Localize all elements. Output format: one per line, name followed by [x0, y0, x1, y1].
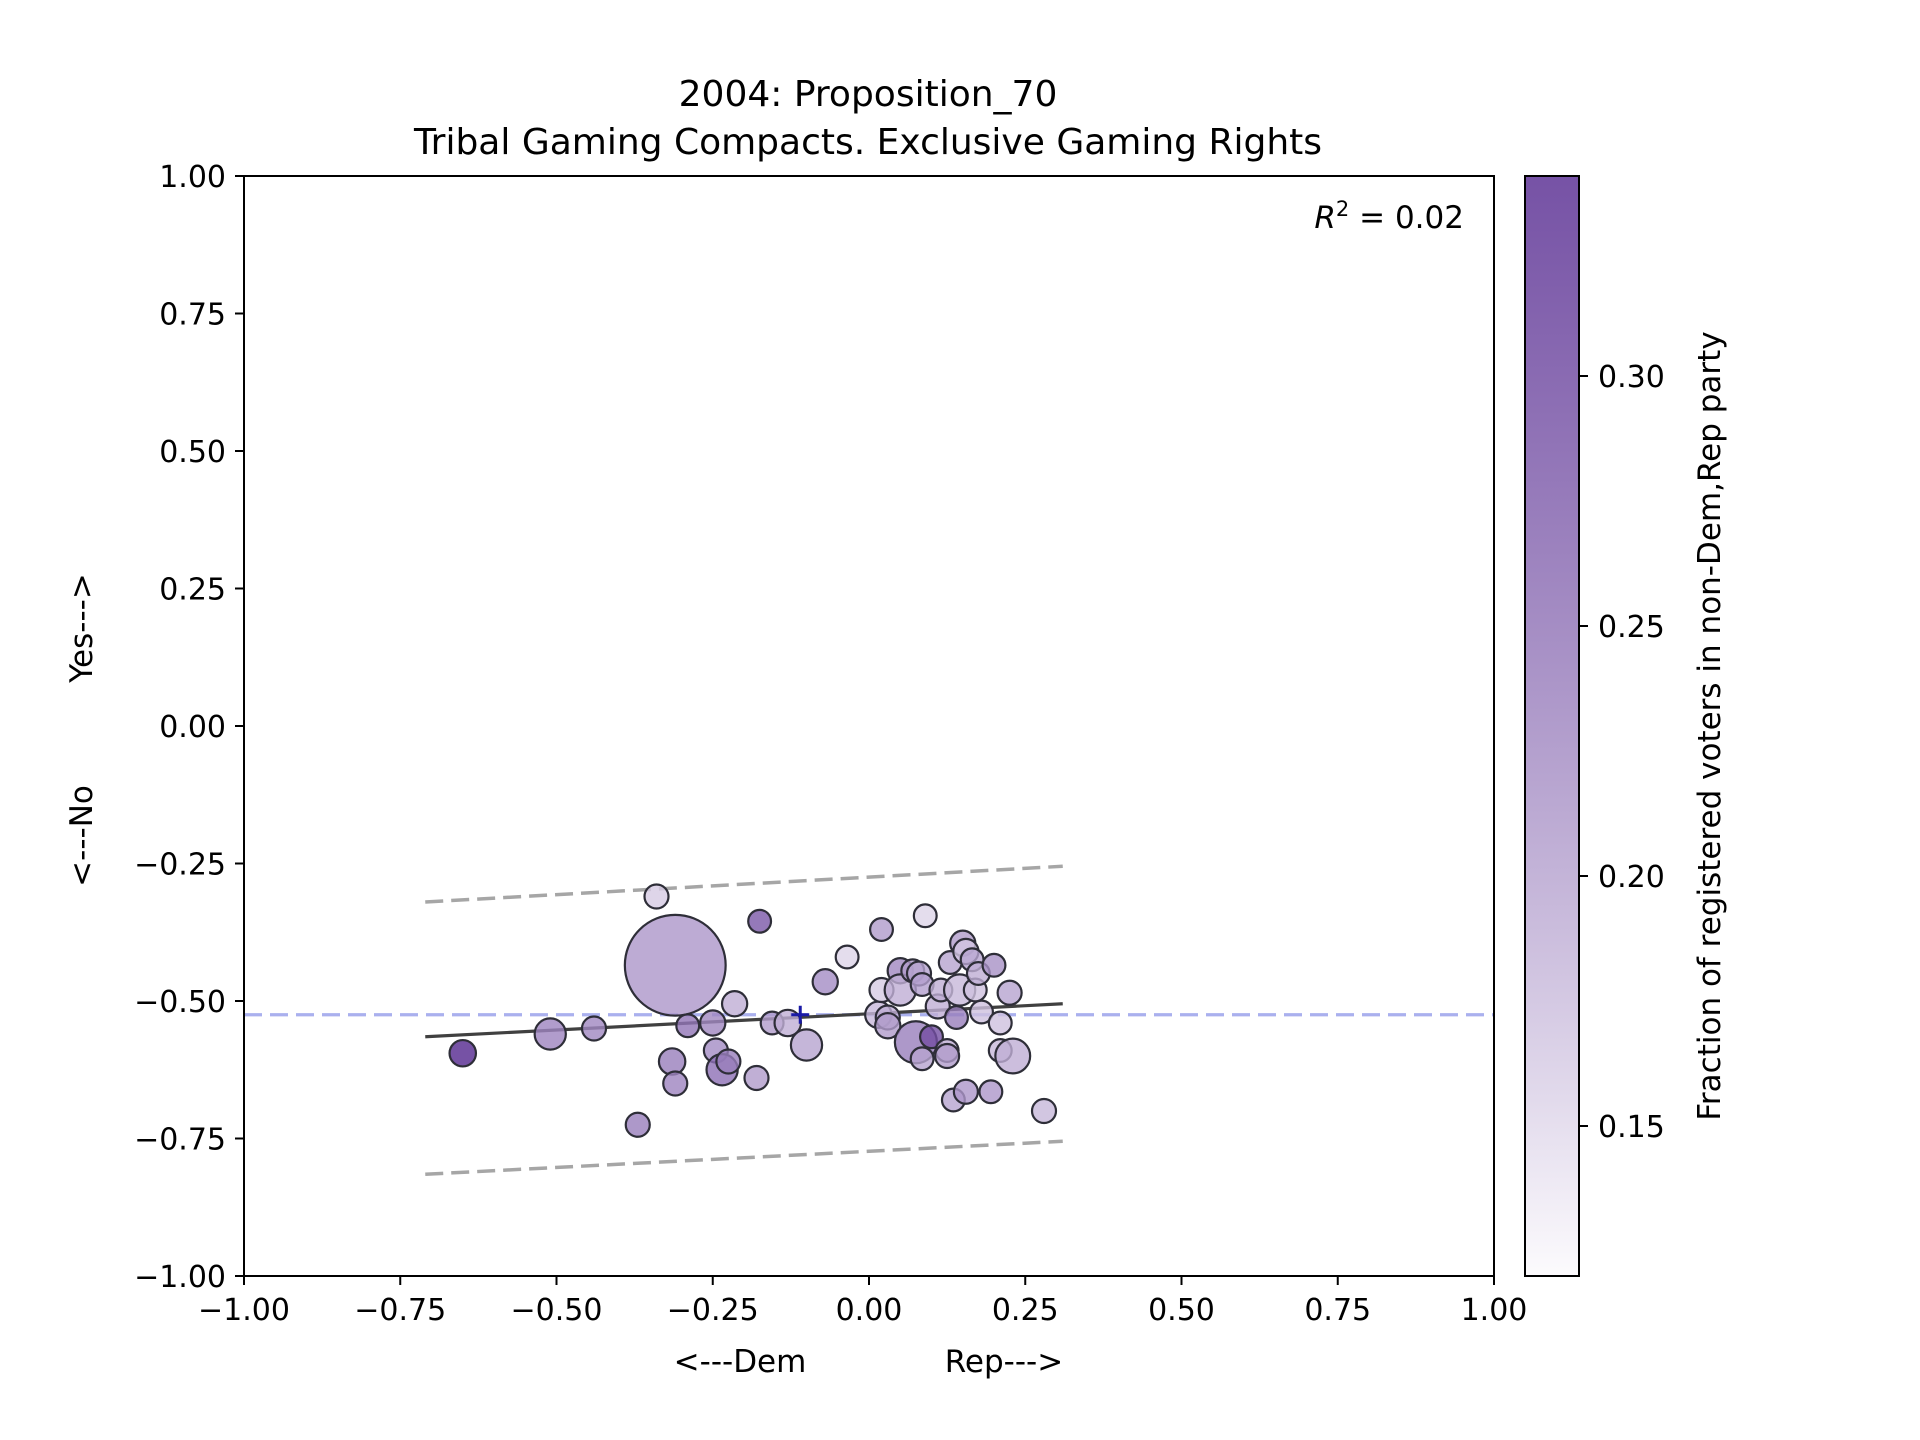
marker-layer: [791, 1005, 810, 1024]
colorbar-tick-label: 0.20: [1598, 860, 1665, 895]
scatter-point: [448, 1038, 478, 1068]
y-axis-label-bottom: <---No: [64, 785, 100, 887]
x-tick-label: 0.25: [992, 1293, 1059, 1328]
scatter-point: [943, 1004, 969, 1030]
scatter-point: [918, 1024, 944, 1050]
x-tick-label: −0.25: [667, 1293, 759, 1328]
y-tick-label: −0.50: [134, 985, 226, 1020]
y-tick-label: 0.25: [159, 573, 226, 608]
y-tick-label: −1.00: [134, 1260, 226, 1295]
scatter-point: [1030, 1097, 1058, 1125]
x-tick-label: 0.75: [1304, 1293, 1371, 1328]
colorbar: [1524, 175, 1580, 1277]
colorbar-tick-label: 0.15: [1598, 1110, 1665, 1145]
x-tick-label: −0.75: [354, 1293, 446, 1328]
x-axis-label-left: <---Dem: [674, 1344, 807, 1380]
x-axis: −1.00 −0.75 −0.50 −0.25 0.00 0.25 0.50 0.75 1.00: [198, 1276, 1527, 1328]
x-tick-label: −1.00: [198, 1293, 290, 1328]
plot-area: [244, 176, 1494, 1276]
x-tick-label: 0.00: [836, 1293, 903, 1328]
scatter-point: [624, 1111, 651, 1138]
y-axis: −1.00 −0.75 −0.50 −0.25 0.00 0.25 0.50 0.75 1.00: [134, 160, 244, 1295]
scatter-point: [834, 944, 860, 970]
scatter-point: [643, 883, 670, 910]
points-layer: [448, 883, 1058, 1138]
scatter-point: [699, 1009, 727, 1037]
colorbar-tick-label: 0.25: [1598, 610, 1665, 645]
scatter-point: [580, 1015, 608, 1042]
chart-subtitle: Tribal Gaming Compacts. Exclusive Gaming…: [413, 122, 1322, 163]
y-axis-label-top: Yes--->: [64, 573, 100, 684]
x-tick-label: −0.50: [511, 1293, 603, 1328]
scatter-point: [747, 908, 773, 934]
scatter-point: [968, 999, 994, 1025]
scatter-point: [623, 913, 727, 1017]
y-tick-label: −0.25: [134, 848, 226, 883]
scatter-point: [978, 1079, 1004, 1105]
colorbar-ticks: 0.15 0.20 0.25 0.30: [1579, 360, 1665, 1145]
scatter-point: [662, 1070, 689, 1097]
r-squared-annotation: R2 = 0.02: [1314, 197, 1464, 236]
y-tick-label: 0.50: [159, 435, 226, 470]
scatter-point: [743, 1064, 770, 1092]
lower-band-line: [425, 1139, 1063, 1176]
y-tick-label: −0.75: [134, 1123, 226, 1158]
scatter-point: [789, 1028, 824, 1062]
scatter-point: [715, 1048, 742, 1075]
scatter-point: [987, 1010, 1013, 1036]
scatter-point: [996, 979, 1023, 1006]
y-tick-label: 0.75: [159, 298, 226, 333]
scatter-point: [657, 1047, 687, 1076]
scatter-point: [934, 1042, 961, 1070]
scatter-point: [952, 1078, 979, 1105]
colorbar-tick-label: 0.30: [1598, 360, 1665, 395]
upper-band-line: [425, 864, 1063, 904]
scatter-point: [720, 990, 749, 1018]
scatter-point: [912, 903, 938, 929]
scatter-point: [874, 1012, 902, 1040]
scatter-point: [909, 1046, 935, 1072]
scatter-point: [811, 968, 839, 996]
x-tick-label: 0.50: [1148, 1293, 1215, 1328]
scatter-point: [981, 952, 1007, 978]
colorbar-label: Fraction of registered voters in non-Dem…: [1692, 331, 1728, 1120]
x-tick-label: 1.00: [1461, 1293, 1528, 1328]
y-tick-label: 0.00: [159, 710, 226, 745]
y-tick-label: 1.00: [159, 160, 226, 195]
scatter-point: [994, 1037, 1032, 1075]
chart-title: 2004: Proposition_70: [679, 74, 1058, 115]
x-axis-label-right: Rep--->: [945, 1344, 1063, 1380]
scatter-point: [533, 1017, 567, 1051]
scatter-point: [675, 1013, 701, 1039]
scatter-point: [868, 916, 894, 942]
